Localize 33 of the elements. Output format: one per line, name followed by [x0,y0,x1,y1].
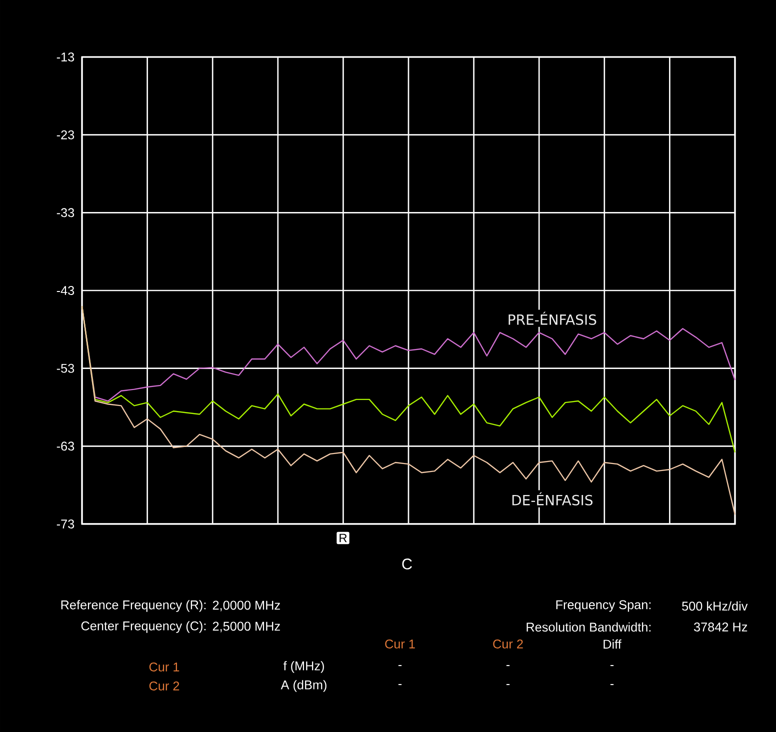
text: 37842 Hz [694,622,748,632]
text: Frequency Span: [556,600,651,612]
text: Cur 1 [149,662,180,672]
series-label: DE-ÉNFASIS [512,492,592,506]
y-tick-label: -63 [56,442,74,451]
text: f (MHz) [283,661,324,673]
text: - [610,684,614,686]
text: 500 kHz/div [682,601,748,611]
text: C [402,558,412,570]
text: Reference Frequency (R): [61,600,206,612]
text: Diff [604,639,622,649]
y-tick-label: -73 [56,520,74,528]
y-tick-label: -43 [56,286,74,295]
text: Cur 2 [149,682,180,690]
text: 2,5000 MHz [212,622,280,632]
series-label: PRE-ÉNFASIS [508,312,596,325]
y-tick-label: -33 [56,208,74,218]
text: Cur 2 [493,640,523,648]
text: Cur 1 [385,640,415,648]
text: Center Frequency (C): [81,621,206,633]
y-tick-label: -53 [56,364,74,373]
line-series [81,305,736,516]
text: 2,0000 MHz [212,600,280,612]
text: - [398,665,402,666]
text: R [340,534,347,542]
text: - [398,684,402,686]
text: Resolution Bandwidth: [526,622,651,632]
y-tick-label: -23 [56,130,74,140]
text: - [506,665,510,666]
text: - [610,665,614,666]
text: A (dBm) [280,680,326,692]
y-tick-label: -13 [56,52,74,62]
text: - [506,684,510,686]
